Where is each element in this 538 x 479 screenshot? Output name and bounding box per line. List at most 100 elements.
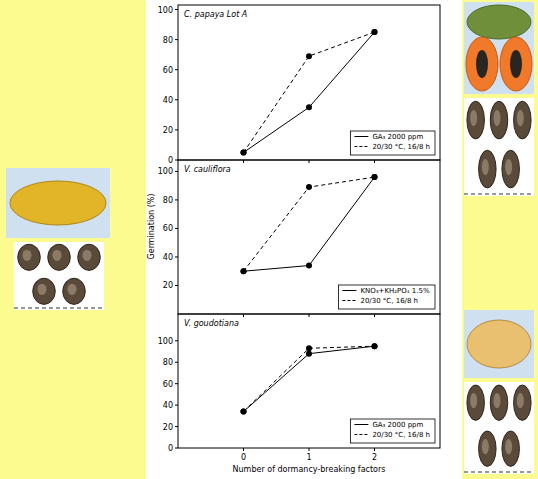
legend-box (350, 419, 435, 443)
data-point (372, 343, 378, 349)
plot-frame (178, 314, 440, 448)
papaya-seeds (510, 50, 522, 78)
seed-highlight (83, 250, 92, 261)
x-tick-label: 0 (241, 453, 246, 462)
seed-highlight (517, 393, 524, 408)
y-tick (175, 9, 178, 10)
seed (467, 385, 485, 420)
seed (502, 431, 519, 466)
legend-label: 20/30 °C, 16/8 h (360, 297, 418, 305)
data-point (241, 149, 247, 155)
papaya-seeds (476, 50, 488, 78)
seed (479, 150, 497, 188)
x-axis-title: Number of dormancy-breaking factors (233, 465, 386, 474)
plot-area (241, 29, 378, 155)
seed-highlight (517, 110, 524, 126)
series-line (244, 346, 375, 411)
data-point (306, 104, 312, 110)
x-tick (374, 448, 375, 451)
scale-bar (464, 472, 534, 473)
y-tick (175, 426, 178, 427)
y-tick-label: 40 (163, 96, 173, 105)
legend-box (338, 285, 435, 309)
seed-photo-bg (14, 242, 104, 310)
y-tick (175, 171, 178, 172)
data-point (241, 268, 247, 274)
seed (18, 244, 41, 270)
y-tick-label: 20 (163, 423, 173, 432)
y-tick-label: 60 (163, 380, 173, 389)
seed-photo-bg (464, 98, 534, 196)
x-tick-label: 1 (306, 453, 311, 462)
seed-highlight (494, 110, 501, 126)
plot-area (241, 174, 378, 274)
y-tick-label: 100 (158, 337, 173, 346)
y-tick-label: 20 (163, 126, 173, 135)
papaya-fruit (467, 5, 531, 39)
plot-frame (178, 160, 440, 314)
photo-bg (6, 168, 110, 238)
data-point (241, 149, 247, 155)
y-tick-label: 60 (163, 66, 173, 75)
y-tick-label: 80 (163, 358, 173, 367)
seed (467, 101, 485, 139)
y-tick-label: 60 (163, 224, 173, 233)
seed (48, 244, 71, 270)
legend-label: 20/30 °C, 16/8 h (372, 431, 430, 439)
seed-highlight (505, 159, 512, 175)
y-tick (175, 340, 178, 341)
data-point (306, 184, 312, 190)
plot-frame (178, 5, 440, 160)
legend: GA₃ 2000 ppm 20/30 °C, 16/8 h (350, 419, 435, 443)
legend-swatch (354, 434, 368, 435)
chart-panel (146, 0, 462, 479)
data-point (241, 268, 247, 274)
y-tick (175, 405, 178, 406)
data-point (372, 174, 378, 180)
seed (63, 278, 86, 304)
seed-highlight (53, 250, 62, 261)
legend-label: GA₃ 2000 ppm (372, 421, 423, 429)
data-point (372, 29, 378, 35)
y-tick-label: 20 (163, 281, 173, 290)
seed-highlight (38, 284, 47, 295)
y-tick (175, 129, 178, 130)
seed-highlight (482, 439, 489, 454)
data-point (306, 345, 312, 351)
y-tick (175, 39, 178, 40)
seed (502, 150, 519, 188)
y-tick (175, 256, 178, 257)
legend: GA₃ 2000 ppm20/30 °C, 16/8 h (350, 131, 435, 155)
y-tick (175, 199, 178, 200)
scale-bar (14, 308, 104, 309)
legend-label: KNO₃+KH₂PO₄ 1.5% (360, 287, 430, 295)
panel-title: V. cauliflora (184, 165, 231, 174)
legend-swatch (354, 136, 368, 137)
seed-highlight (482, 159, 489, 175)
papaya-fruit (10, 181, 106, 225)
seed-photo (464, 98, 534, 196)
y-tick-label: 80 (163, 196, 173, 205)
photo-bg (464, 310, 534, 378)
y-tick (175, 362, 178, 363)
legend-label: GA₃ 2000 ppm (372, 133, 423, 141)
data-point (241, 409, 247, 415)
y-tick (175, 69, 178, 70)
papaya-half (500, 37, 532, 91)
seed-highlight (505, 439, 512, 454)
legend-swatch (342, 300, 356, 301)
y-tick (175, 383, 178, 384)
legend-swatch (354, 146, 368, 147)
y-tick-label: 80 (163, 36, 173, 45)
seed-highlight (470, 393, 477, 408)
photo-bg (464, 2, 534, 94)
data-point (372, 343, 378, 349)
papaya-half (466, 37, 498, 91)
legend-swatch (354, 424, 368, 425)
seed (490, 101, 508, 139)
seed-highlight (68, 284, 77, 295)
series-line (244, 177, 375, 271)
legend-box (350, 131, 435, 155)
seed-photo (14, 242, 104, 310)
seed-photo (464, 382, 534, 474)
